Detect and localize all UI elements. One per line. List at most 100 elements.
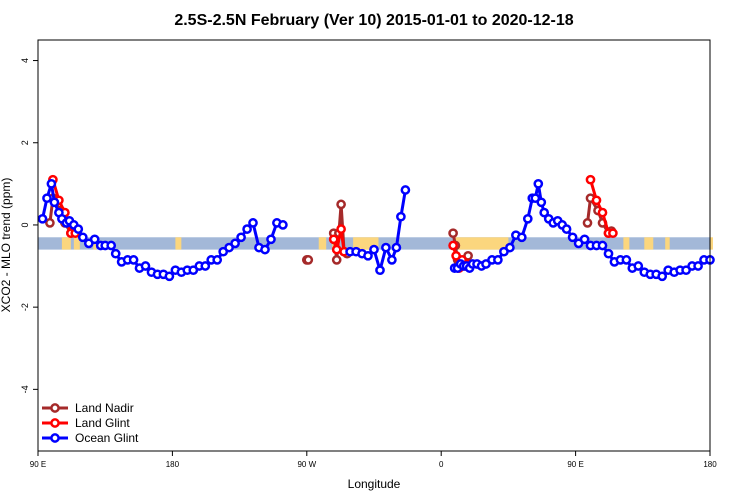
legend-marker (50, 433, 60, 443)
data-point (516, 232, 527, 243)
data-point (493, 255, 503, 265)
legend-label: Land Nadir (75, 401, 134, 415)
legend-item: Land Glint (42, 416, 130, 430)
data-point (230, 238, 240, 249)
data-point (448, 240, 458, 251)
data-point (266, 234, 276, 245)
series-ocean-glint (37, 178, 288, 282)
data-point (657, 271, 668, 282)
data-point (328, 234, 339, 245)
x-tick-label: 180 (166, 460, 180, 469)
series-line (350, 189, 407, 272)
data-point (533, 178, 544, 189)
data-point (448, 228, 458, 239)
series-line (332, 227, 346, 252)
data-point (45, 218, 55, 228)
data-point (42, 193, 52, 204)
legend-item: Land Nadir (42, 401, 134, 415)
data-point (387, 255, 397, 265)
x-tick-label: 90 E (567, 460, 583, 469)
data-point (381, 242, 391, 253)
data-point (49, 197, 60, 208)
data-point (363, 250, 373, 261)
legend-marker (50, 418, 60, 428)
data-point (248, 218, 258, 228)
data-point (597, 240, 608, 251)
data-point (331, 244, 342, 255)
data-point (579, 234, 590, 245)
data-point (391, 242, 402, 253)
series-layer (37, 174, 715, 282)
data-point (400, 185, 411, 195)
data-point (336, 224, 346, 234)
band-land-11 (710, 237, 713, 250)
y-tick-label: -2 (20, 303, 30, 311)
y-tick-label: 0 (20, 222, 30, 227)
data-point (331, 255, 342, 265)
data-point (106, 240, 117, 251)
data-point (505, 242, 515, 253)
data-point (278, 220, 288, 230)
data-point (603, 248, 614, 259)
y-tick-label: 4 (20, 58, 30, 63)
x-axis-label: Longitude (348, 477, 401, 491)
series-ocean-glint-extra (345, 178, 715, 282)
chart-title: 2.5S-2.5N February (Ver 10) 2015-01-01 t… (174, 12, 573, 29)
data-point (536, 197, 547, 208)
data-point (591, 195, 602, 206)
legend-marker (50, 403, 60, 413)
legend-label: Land Glint (75, 416, 130, 430)
data-point (369, 244, 379, 255)
legend-item: Ocean Glint (42, 431, 139, 445)
data-point (582, 218, 593, 228)
y-tick-label: 2 (20, 140, 30, 145)
band-land-4 (318, 237, 327, 250)
x-tick-label: 90 E (30, 460, 46, 469)
data-point (200, 261, 211, 271)
data-point (693, 261, 703, 271)
band-land-8 (623, 237, 630, 250)
data-point (597, 207, 608, 218)
band-land-0 (61, 237, 71, 250)
data-point (585, 174, 596, 185)
data-point (89, 234, 100, 245)
data-point (396, 211, 406, 222)
data-point (242, 224, 252, 234)
band-land-9 (644, 237, 654, 250)
data-point (336, 199, 346, 210)
x-tick-label: 180 (703, 460, 717, 469)
data-point (110, 248, 121, 259)
data-point (539, 207, 550, 218)
data-point (303, 255, 314, 265)
legend-label: Ocean Glint (75, 431, 139, 445)
data-point (212, 255, 223, 265)
x-tick-label: 0 (439, 460, 444, 469)
data-point (561, 224, 572, 234)
data-point (375, 265, 385, 276)
data-point (37, 213, 48, 224)
data-point (164, 271, 175, 282)
data-point (236, 232, 246, 243)
y-axis: -4 -2 0 2 4 (20, 58, 38, 393)
band-land-1 (73, 237, 80, 250)
band-land-10 (665, 237, 670, 250)
x-axis: 90 E 180 90 W 0 90 E 180 (30, 451, 717, 469)
data-point (77, 232, 88, 243)
y-tick-label: -4 (20, 385, 30, 393)
data-point (128, 255, 139, 265)
y-axis-label: XCO2 - MLO trend (ppm) (0, 178, 13, 313)
plot-frame (37, 39, 711, 452)
data-point (260, 244, 270, 255)
x-tick-label: 90 W (297, 460, 316, 469)
data-point (522, 213, 533, 224)
band-land-3 (175, 237, 182, 250)
band-land-7 (454, 237, 509, 250)
data-point (567, 232, 578, 243)
data-point (608, 228, 618, 239)
data-point (46, 178, 57, 189)
data-point (140, 261, 151, 271)
data-point (621, 255, 632, 265)
data-point (73, 224, 84, 234)
